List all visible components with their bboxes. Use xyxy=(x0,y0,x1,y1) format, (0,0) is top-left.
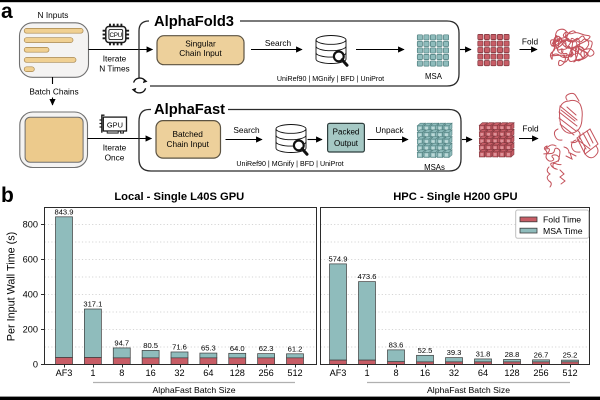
svg-text:28.8: 28.8 xyxy=(505,350,520,359)
svg-text:26.7: 26.7 xyxy=(534,350,549,359)
svg-text:Iterate: Iterate xyxy=(103,54,127,64)
svg-text:AlphaFast Batch Size: AlphaFast Batch Size xyxy=(152,385,235,395)
svg-text:39.3: 39.3 xyxy=(447,348,462,357)
svg-text:Search: Search xyxy=(265,38,292,48)
svg-text:256: 256 xyxy=(533,368,548,378)
svg-text:Fold: Fold xyxy=(522,37,539,47)
svg-text:8: 8 xyxy=(393,368,398,378)
svg-text:MSA: MSA xyxy=(425,72,443,81)
svg-text:HPC - Single H200 GPU: HPC - Single H200 GPU xyxy=(393,191,517,203)
svg-text:25.2: 25.2 xyxy=(563,351,578,360)
svg-text:8: 8 xyxy=(119,368,124,378)
svg-text:31.8: 31.8 xyxy=(476,349,491,358)
svg-text:N Times: N Times xyxy=(99,64,129,74)
svg-text:64: 64 xyxy=(203,368,213,378)
svg-text:16: 16 xyxy=(420,368,430,378)
svg-text:MSAs: MSAs xyxy=(424,163,445,172)
svg-text:Unpack: Unpack xyxy=(375,125,404,135)
svg-text:CPU: CPU xyxy=(109,32,122,39)
svg-text:512: 512 xyxy=(287,368,302,378)
svg-text:Fold: Fold xyxy=(522,124,539,134)
svg-text:400: 400 xyxy=(23,290,38,300)
svg-text:200: 200 xyxy=(23,325,38,335)
svg-text:Singular: Singular xyxy=(185,39,216,49)
svg-text:UniRef90 | MGnify | BFD | UniP: UniRef90 | MGnify | BFD | UniProt xyxy=(236,160,343,168)
svg-text:AlphaFast Batch Size: AlphaFast Batch Size xyxy=(427,385,510,395)
svg-text:80.5: 80.5 xyxy=(143,341,158,350)
svg-text:1: 1 xyxy=(90,368,95,378)
svg-text:83.6: 83.6 xyxy=(389,340,404,349)
svg-text:65.3: 65.3 xyxy=(201,344,216,353)
svg-text:800: 800 xyxy=(23,220,38,230)
svg-text:Batch Chains: Batch Chains xyxy=(29,87,78,97)
svg-text:128: 128 xyxy=(504,368,519,378)
svg-text:Packed: Packed xyxy=(333,128,360,137)
svg-text:32: 32 xyxy=(174,368,184,378)
svg-text:94.7: 94.7 xyxy=(114,338,129,347)
svg-text:GPU: GPU xyxy=(107,120,123,129)
svg-text:b: b xyxy=(1,184,14,207)
svg-text:Search: Search xyxy=(233,125,260,135)
svg-text:600: 600 xyxy=(23,255,38,265)
svg-text:843.9: 843.9 xyxy=(54,207,73,216)
svg-text:64.0: 64.0 xyxy=(230,344,245,353)
svg-text:a: a xyxy=(1,0,13,23)
svg-text:71.6: 71.6 xyxy=(172,342,187,351)
svg-text:AF3: AF3 xyxy=(330,368,347,378)
svg-text:Batched: Batched xyxy=(172,129,203,139)
svg-text:16: 16 xyxy=(146,368,156,378)
svg-text:Per Input Wall Time (s): Per Input Wall Time (s) xyxy=(6,232,18,341)
svg-text:Iterate: Iterate xyxy=(103,143,127,153)
svg-text:52.5: 52.5 xyxy=(418,346,433,355)
svg-text:AlphaFast: AlphaFast xyxy=(154,102,225,118)
svg-text:64: 64 xyxy=(478,368,488,378)
svg-text:Once: Once xyxy=(105,153,125,163)
svg-text:Chain Input: Chain Input xyxy=(166,139,209,149)
svg-text:AlphaFold3: AlphaFold3 xyxy=(154,14,234,30)
svg-text:574.9: 574.9 xyxy=(328,254,347,263)
svg-text:317.1: 317.1 xyxy=(83,300,102,309)
svg-text:62.3: 62.3 xyxy=(259,344,274,353)
svg-text:N Inputs: N Inputs xyxy=(38,10,69,20)
svg-text:473.6: 473.6 xyxy=(357,272,376,281)
svg-text:Fold Time: Fold Time xyxy=(543,215,581,225)
svg-text:MSA Time: MSA Time xyxy=(543,226,583,236)
svg-text:Output: Output xyxy=(334,139,359,148)
svg-text:1: 1 xyxy=(364,368,369,378)
svg-text:Chain Input: Chain Input xyxy=(179,48,222,58)
svg-text:Local - Single L40S GPU: Local - Single L40S GPU xyxy=(114,191,244,203)
svg-text:512: 512 xyxy=(562,368,577,378)
svg-text:AF3: AF3 xyxy=(56,368,73,378)
svg-text:128: 128 xyxy=(230,368,245,378)
svg-text:256: 256 xyxy=(258,368,273,378)
svg-text:0: 0 xyxy=(33,360,38,370)
svg-text:UniRef90 | MGnify | BFD | UniP: UniRef90 | MGnify | BFD | UniProt xyxy=(277,75,384,83)
svg-text:61.2: 61.2 xyxy=(288,344,303,353)
svg-text:32: 32 xyxy=(449,368,459,378)
